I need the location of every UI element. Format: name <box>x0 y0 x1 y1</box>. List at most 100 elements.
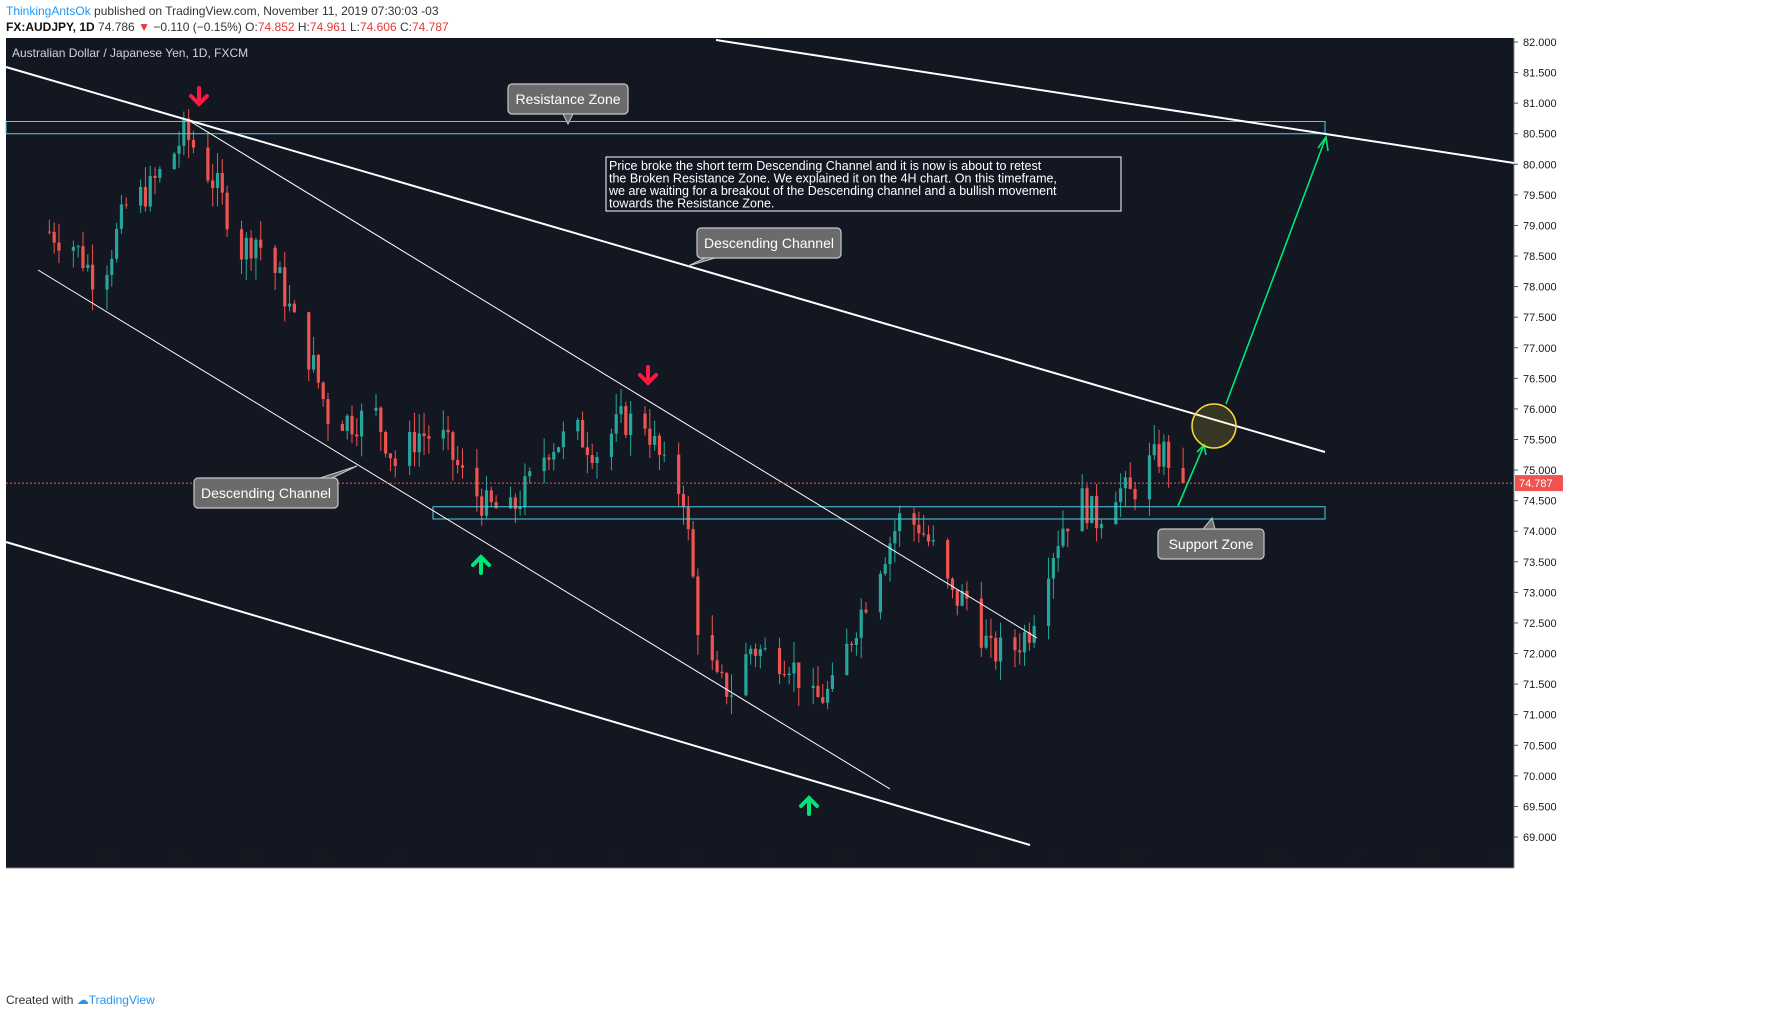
candle <box>1167 435 1171 488</box>
zone-rect <box>5 121 1326 135</box>
candle-body <box>287 303 292 307</box>
close-label: C: <box>400 20 412 34</box>
x-tick-label: 16 <box>610 852 622 864</box>
y-tick-label: 79.000 <box>1523 220 1557 232</box>
candle <box>81 231 85 272</box>
candle <box>850 641 854 652</box>
candle-body <box>307 312 311 370</box>
x-tick-label: Aug <box>683 852 703 864</box>
projection-arrow-long <box>1225 136 1327 405</box>
candle-body <box>816 685 820 698</box>
candle-body <box>561 431 565 448</box>
candle-body <box>441 429 445 439</box>
candle <box>412 412 417 467</box>
candle-body <box>1157 444 1161 467</box>
candle <box>1056 530 1060 572</box>
candle-body <box>244 237 248 260</box>
candle <box>681 485 686 525</box>
candle <box>508 486 513 510</box>
zone-rect <box>432 506 1326 520</box>
x-tick-label: Nov <box>1125 852 1145 864</box>
candle-body <box>283 267 287 307</box>
candle-body <box>1152 444 1156 456</box>
publish-info: ThinkingAntsOk published on TradingView.… <box>6 4 439 18</box>
candle-body <box>821 697 825 703</box>
candle <box>259 221 263 261</box>
candle-body <box>729 695 734 697</box>
candle-body <box>191 139 196 148</box>
candle <box>326 392 330 442</box>
candle-body <box>691 529 695 577</box>
y-tick-label: 79.500 <box>1523 190 1557 202</box>
channel-lower-line <box>5 541 1031 846</box>
candle-body <box>143 186 148 207</box>
candle <box>278 261 282 274</box>
red-down-arrow-icon <box>189 86 209 107</box>
candle <box>379 406 383 451</box>
candle <box>518 490 522 516</box>
candle <box>725 672 729 705</box>
callout-label: Descending Channel <box>193 465 358 509</box>
candle-body <box>542 457 546 472</box>
candle-body <box>619 406 623 415</box>
candle-body <box>931 540 935 542</box>
callout-label: Resistance Zone <box>507 83 629 126</box>
x-tick-label: 16 <box>1052 852 1064 864</box>
high-value: 74.961 <box>309 20 347 34</box>
candle <box>1157 429 1161 474</box>
candle-body <box>345 415 349 431</box>
candle <box>1061 510 1065 549</box>
candle <box>191 130 196 154</box>
candle-body <box>955 589 959 606</box>
candle <box>998 622 1003 681</box>
candle <box>816 666 820 698</box>
candle <box>825 680 830 710</box>
candle-body <box>350 415 354 435</box>
candle-body <box>715 660 719 672</box>
author-link[interactable]: ThinkingAntsOk <box>6 4 91 18</box>
candle <box>350 405 354 444</box>
candle-body <box>648 428 652 445</box>
ohlc-line: FX:AUDJPY, 1D 74.786 ▼ −0.110 (−0.15%) O… <box>6 20 449 34</box>
callout-tail <box>1201 516 1216 530</box>
y-tick-label: 82.000 <box>1523 37 1557 49</box>
candle-body <box>782 674 786 676</box>
candle-body <box>1090 496 1094 523</box>
channel-top-line <box>715 39 1515 164</box>
candle <box>556 446 561 454</box>
candle <box>215 153 220 207</box>
candle <box>239 220 244 275</box>
x-tick-label: 2020 <box>1416 852 1440 864</box>
candle <box>744 642 748 697</box>
candle <box>547 454 551 470</box>
candle-body <box>456 459 460 466</box>
last-price-label: 74.787 <box>1519 478 1553 490</box>
candle-body <box>758 649 762 656</box>
candle <box>1147 442 1152 516</box>
time-axis[interactable] <box>6 868 1514 886</box>
candle-body <box>360 410 364 437</box>
candle <box>657 433 662 471</box>
candle-body <box>1123 477 1128 489</box>
candle <box>124 197 128 209</box>
candle <box>384 430 388 458</box>
candle-body <box>47 231 51 233</box>
candle <box>960 584 964 607</box>
candle-body <box>830 675 834 689</box>
candle <box>345 413 349 440</box>
open-value: 74.852 <box>257 20 295 34</box>
candle-body <box>311 354 316 370</box>
tradingview-brand[interactable]: TradingView <box>88 993 155 1007</box>
candle-body <box>657 435 662 455</box>
candle-body <box>249 237 253 259</box>
price-axis[interactable] <box>1514 38 1566 868</box>
candle-body <box>523 476 527 507</box>
candle <box>619 388 623 424</box>
y-tick-label: 76.500 <box>1523 373 1557 385</box>
callout-text: Descending Channel <box>704 235 834 251</box>
created-with: Created with <box>6 993 74 1007</box>
candle <box>374 394 378 417</box>
candle <box>614 393 618 442</box>
candle-body <box>292 303 296 313</box>
